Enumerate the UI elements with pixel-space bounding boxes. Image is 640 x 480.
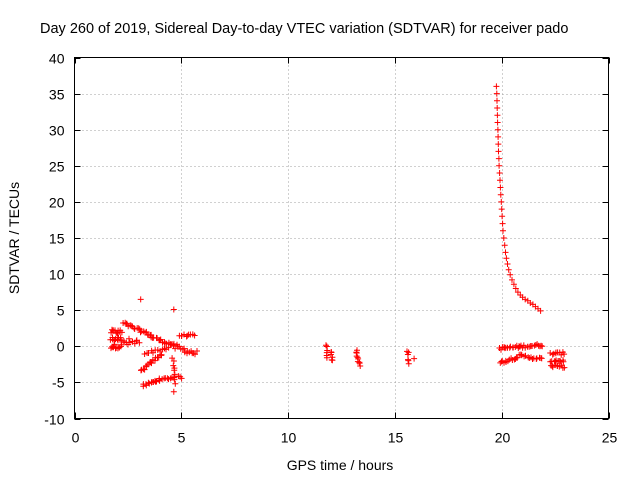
y-tick-label: 25 [49, 159, 65, 175]
y-tick-label: 30 [49, 123, 65, 139]
sdtvar-chart: Day 260 of 2019, Sidereal Day-to-day VTE… [0, 0, 640, 480]
data-point [496, 156, 502, 162]
data-point [172, 381, 178, 387]
x-tick-label: 10 [281, 430, 297, 446]
data-point [495, 141, 501, 147]
data-point [500, 228, 506, 234]
data-point [502, 242, 508, 248]
y-tick-label: 5 [57, 303, 65, 319]
y-tick-label: -5 [52, 375, 65, 391]
y-tick-label: 20 [49, 195, 65, 211]
data-point [138, 296, 144, 302]
data-point [184, 333, 190, 339]
data-point [495, 120, 501, 126]
data-point [503, 249, 509, 255]
data-point [500, 221, 506, 227]
data-point [499, 213, 505, 219]
data-point [411, 356, 417, 362]
data-points [107, 83, 567, 394]
x-axis-label: GPS time / hours [287, 457, 394, 473]
data-point [323, 342, 329, 348]
data-point [494, 91, 500, 97]
x-tick-label: 5 [178, 430, 186, 446]
y-tick-label: -10 [44, 412, 64, 428]
data-point [154, 379, 160, 385]
x-tick-label: 20 [495, 430, 511, 446]
data-point [498, 192, 504, 198]
x-tick-label: 25 [602, 430, 618, 446]
data-point [496, 163, 502, 169]
data-point [126, 336, 132, 342]
data-point [329, 357, 335, 363]
data-point [499, 206, 505, 212]
data-point [505, 261, 511, 267]
x-tick-label: 0 [72, 430, 80, 446]
y-tick-label: 15 [49, 231, 65, 247]
chart-title: Day 260 of 2019, Sidereal Day-to-day VTE… [40, 21, 568, 37]
data-point [501, 235, 507, 241]
data-point [354, 353, 360, 359]
y-axis-label: SDTVAR / TECUs [6, 182, 22, 294]
axis-ticks: 0 5 10 15 20 25 -10 -5 0 5 10 15 20 25 30 35 40 [44, 51, 617, 446]
data-point [171, 389, 177, 395]
data-point [494, 98, 500, 104]
data-point [503, 255, 509, 261]
x-tick-label: 15 [388, 430, 404, 446]
data-point [506, 267, 512, 273]
data-point [494, 112, 500, 118]
data-point [406, 361, 412, 367]
data-point [493, 83, 499, 89]
data-point [495, 127, 501, 133]
y-tick-label: 35 [49, 87, 65, 103]
y-tick-label: 40 [49, 51, 65, 67]
data-point [496, 148, 502, 154]
data-point [494, 105, 500, 111]
data-point [498, 199, 504, 205]
y-tick-label: 0 [57, 339, 65, 355]
y-tick-label: 10 [49, 267, 65, 283]
data-point [495, 134, 501, 140]
data-point [533, 342, 539, 348]
grid-lines [75, 58, 609, 419]
data-point [171, 307, 177, 313]
data-point [497, 170, 503, 176]
